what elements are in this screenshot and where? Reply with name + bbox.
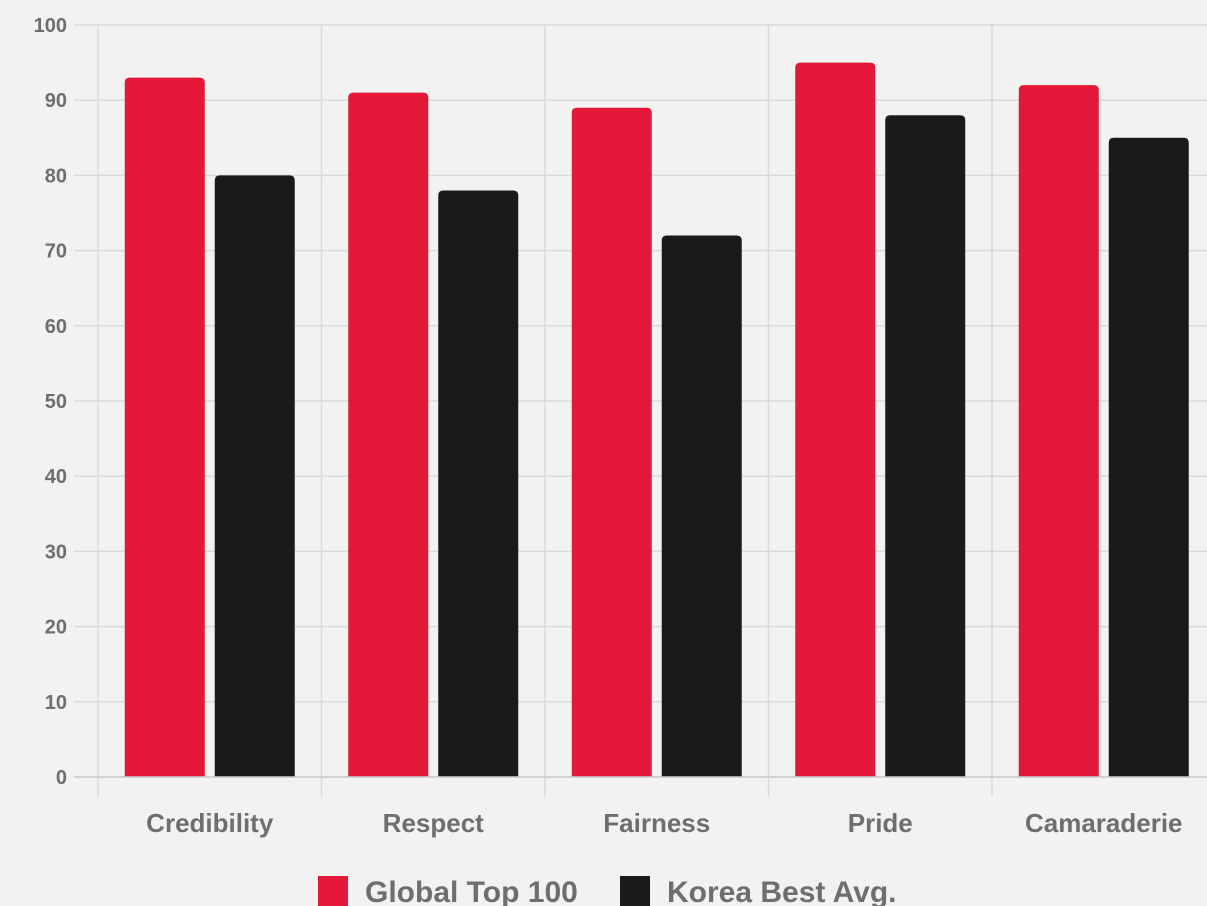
bar-camaraderie-korea-best-avg (1108, 137, 1189, 778)
bar-fairness-korea-best-avg (661, 235, 742, 777)
y-tick-label: 50 (45, 391, 67, 413)
x-tick-label: Pride (848, 808, 913, 838)
y-tick-label: 70 (45, 241, 67, 263)
x-tick-label: Camaraderie (1025, 808, 1183, 838)
bar-fairness-global-top-100 (571, 107, 652, 778)
y-tick-label: 10 (45, 692, 67, 714)
legend-swatch-korea-best-avg (620, 876, 650, 906)
bar-pride-korea-best-avg (885, 115, 966, 778)
legend-label: Korea Best Avg. (667, 876, 897, 906)
bar-credibility-korea-best-avg (214, 175, 295, 777)
bar-pride-global-top-100 (795, 62, 876, 778)
x-tick-label: Fairness (603, 808, 710, 838)
x-tick-label: Credibility (146, 808, 274, 838)
legend: Global Top 100 Korea Best Avg. (318, 876, 897, 906)
y-tick-label: 80 (45, 165, 67, 187)
y-tick-label: 30 (45, 541, 67, 563)
bar-respect-korea-best-avg (438, 190, 519, 777)
legend-swatch-global-top-100 (318, 876, 348, 906)
y-tick-label: 0 (56, 767, 67, 789)
x-tick-label: Respect (383, 808, 484, 838)
bars-layer (124, 62, 1189, 778)
bar-camaraderie-global-top-100 (1018, 85, 1099, 777)
legend-label: Global Top 100 (365, 876, 578, 906)
y-tick-label: 60 (45, 316, 67, 338)
y-tick-label: 100 (34, 15, 67, 37)
bar-respect-global-top-100 (348, 92, 429, 778)
bar-credibility-global-top-100 (124, 77, 205, 777)
axis-layer: 0 10 20 30 40 50 60 70 80 90 100 Credibility Respect… (34, 15, 1207, 838)
y-tick-label: 40 (45, 466, 67, 488)
y-tick-label: 20 (45, 617, 67, 639)
y-tick-label: 90 (45, 90, 67, 112)
